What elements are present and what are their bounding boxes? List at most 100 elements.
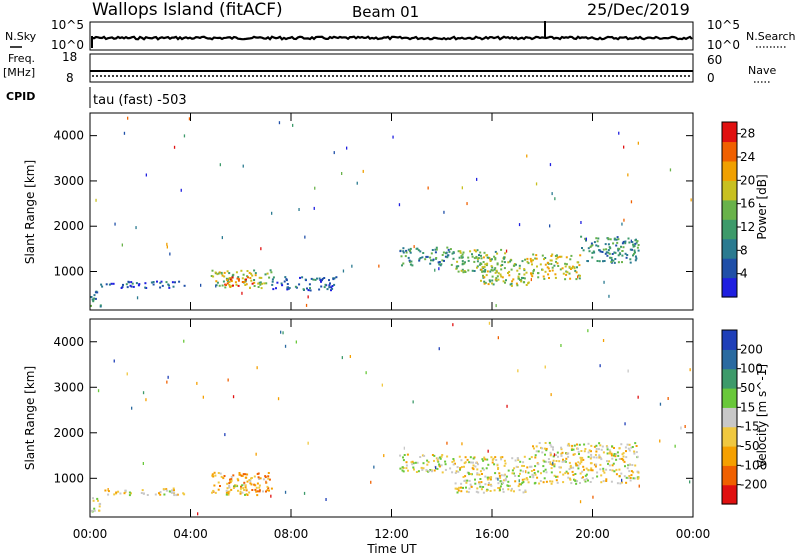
data-cell [455, 265, 458, 268]
data-cell [405, 249, 408, 252]
data-cell [266, 485, 269, 488]
data-cell [494, 258, 497, 261]
data-cell [510, 259, 513, 262]
data-cell [215, 280, 218, 283]
data-cell [415, 247, 418, 250]
data-cell [255, 490, 258, 493]
noise-panel-frame [89, 21, 694, 51]
data-cell [477, 257, 480, 260]
data-cell [629, 261, 632, 264]
data-cell [331, 287, 334, 290]
data-cell [502, 280, 505, 283]
data-cell [618, 447, 621, 450]
data-cell [504, 479, 507, 482]
velocity-y-label: Slant Range [km] [23, 366, 37, 470]
scatter-cell [142, 462, 144, 465]
data-cell [246, 494, 249, 496]
data-cell [532, 476, 535, 479]
data-cell [410, 461, 413, 464]
data-cell [460, 490, 463, 493]
data-cell [469, 473, 472, 475]
y-tick-label: 2000 [53, 219, 84, 233]
data-cell [407, 256, 410, 259]
data-cell [217, 488, 220, 491]
data-cell [613, 454, 615, 457]
scatter-cell [95, 198, 97, 202]
data-cell [449, 467, 452, 470]
data-cell [465, 490, 468, 493]
data-cell [587, 247, 590, 250]
data-cell [110, 282, 113, 285]
data-cell [462, 271, 465, 274]
data-cell [585, 467, 588, 470]
data-cell [588, 250, 591, 253]
data-cell [625, 481, 628, 484]
data-cell [284, 276, 287, 279]
scatter-cell [378, 264, 380, 268]
data-cell [625, 256, 628, 259]
data-cell [215, 284, 218, 287]
data-cell [554, 273, 557, 276]
data-cell [524, 490, 527, 493]
data-cell [146, 494, 149, 496]
data-cell [480, 279, 482, 282]
data-cell [526, 478, 529, 481]
data-cell [634, 242, 637, 245]
data-cell [572, 453, 575, 456]
data-cell [467, 269, 470, 272]
data-cell [477, 463, 479, 466]
data-cell [536, 476, 539, 479]
data-cell [527, 281, 530, 284]
scatter-cell [506, 404, 508, 408]
data-cell [607, 237, 610, 240]
data-cell [433, 459, 435, 462]
data-cell [120, 287, 123, 289]
colorbar-frame [721, 329, 738, 505]
data-cell [547, 267, 550, 270]
data-cell [222, 280, 225, 283]
data-cell [619, 482, 622, 485]
data-cell [464, 475, 467, 478]
data-cell [534, 473, 537, 476]
data-cell [541, 254, 544, 257]
data-cell [496, 464, 499, 467]
data-cell [281, 284, 284, 287]
scatter-cell [412, 400, 414, 404]
data-cell [480, 263, 483, 266]
data-cell [487, 483, 490, 486]
data-cell [595, 456, 598, 459]
data-cell [108, 283, 111, 286]
data-cell [597, 245, 600, 248]
data-cell [533, 472, 536, 474]
data-cell [504, 252, 507, 255]
scatter-cell [97, 389, 100, 393]
scatter-cell [200, 283, 202, 287]
data-cell [437, 460, 440, 463]
freq-tick-bottom: 8 [66, 71, 74, 85]
data-cell [570, 449, 573, 451]
data-cell [256, 494, 259, 497]
data-cell [478, 473, 481, 476]
data-cell [276, 281, 279, 284]
scatter-cell [438, 267, 440, 271]
data-cell [254, 274, 257, 277]
data-cell [549, 443, 552, 446]
data-cell [627, 447, 630, 450]
data-cell [561, 451, 564, 454]
data-cell [267, 477, 270, 480]
nave-label: Nave [748, 64, 776, 77]
colorbar-swatch [722, 199, 737, 220]
data-cell [259, 283, 262, 286]
data-cell [424, 258, 427, 261]
data-cell [593, 445, 596, 448]
data-cell [590, 469, 593, 472]
data-cell [618, 475, 621, 478]
data-cell [569, 477, 571, 480]
data-cell [501, 456, 504, 459]
data-cell [168, 286, 171, 289]
scatter-cell [497, 477, 499, 481]
data-cell [137, 284, 140, 287]
data-cell [461, 253, 464, 256]
data-cell [486, 254, 489, 257]
data-cell [430, 259, 432, 262]
